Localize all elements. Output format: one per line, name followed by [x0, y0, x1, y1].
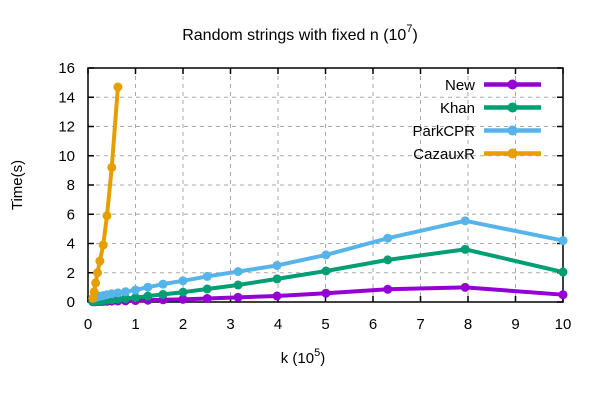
y-axis-label: Time(s) [9, 160, 26, 210]
y-tick-label: 12 [58, 119, 75, 136]
data-point-ParkCPR [272, 260, 282, 270]
y-tick-label: 14 [58, 89, 75, 106]
data-point-ParkCPR [233, 267, 243, 277]
legend-marker-sample [507, 125, 518, 136]
data-point-Khan [202, 284, 212, 294]
data-point-ParkCPR [121, 287, 131, 297]
x-tick-label: 6 [369, 316, 377, 333]
legend-item-New: New [445, 77, 541, 94]
x-tick-label: 5 [321, 316, 329, 333]
data-point-ParkCPR [178, 276, 188, 286]
data-point-CazauxR [113, 82, 123, 92]
data-point-New [558, 290, 568, 300]
y-tick-label: 6 [67, 206, 75, 223]
data-point-CazauxR [107, 162, 117, 172]
data-point-ParkCPR [321, 250, 331, 260]
data-point-New [202, 293, 212, 303]
data-point-New [460, 282, 470, 292]
data-point-Khan [178, 287, 188, 297]
y-tick-label: 4 [67, 236, 75, 253]
data-point-Khan [131, 293, 140, 303]
data-point-New [233, 292, 243, 302]
data-point-CazauxR [89, 287, 99, 297]
x-tick-label: 4 [274, 316, 282, 333]
data-point-Khan [460, 244, 470, 254]
x-tick-label: 2 [179, 316, 187, 333]
data-point-Khan [321, 266, 331, 276]
x-tick-label: 7 [416, 316, 424, 333]
y-tick-label: 16 [58, 60, 75, 77]
x-tick-label: 0 [84, 316, 92, 333]
data-point-ParkCPR [131, 285, 140, 295]
data-point-ParkCPR [383, 233, 393, 243]
y-tick-label: 0 [67, 294, 75, 311]
legend-label: ParkCPR [412, 123, 475, 140]
data-point-Khan [143, 291, 153, 301]
data-point-New [321, 288, 331, 298]
y-tick-label: 2 [67, 265, 75, 282]
chart-title: Random strings with fixed n (107) [182, 23, 418, 44]
x-tick-label: 3 [226, 316, 234, 333]
legend-label: Khan [440, 100, 475, 117]
legend: New Khan ParkCPR CazauxR [412, 77, 541, 163]
data-point-ParkCPR [558, 236, 568, 246]
x-axis-label: k (105) [281, 347, 325, 367]
legend-item-ParkCPR: ParkCPR [412, 123, 541, 140]
legend-marker-sample [507, 148, 518, 159]
data-point-ParkCPR [202, 271, 212, 281]
data-point-Khan [113, 294, 123, 304]
y-tick-label: 10 [58, 148, 75, 165]
data-point-CazauxR [91, 278, 101, 288]
data-point-CazauxR [98, 240, 108, 250]
series-line-CazauxR [90, 85, 120, 301]
legend-item-CazauxR: CazauxR [413, 146, 541, 163]
data-point-New [272, 291, 282, 301]
series-CazauxR [88, 82, 123, 303]
data-point-Khan [272, 274, 282, 284]
plot-border [87, 67, 564, 303]
x-tick-label: 8 [464, 316, 472, 333]
data-point-ParkCPR [460, 216, 470, 226]
legend-marker-sample [507, 79, 518, 90]
legend-marker-sample [507, 102, 518, 113]
data-point-CazauxR [95, 256, 105, 266]
x-tick-label: 1 [131, 316, 139, 333]
data-point-CazauxR [102, 211, 112, 221]
legend-item-Khan: Khan [440, 100, 541, 117]
legend-label: New [445, 77, 475, 94]
data-point-Khan [383, 255, 393, 265]
data-point-Khan [158, 289, 168, 299]
data-point-ParkCPR [143, 282, 153, 292]
data-point-Khan [558, 267, 568, 277]
y-tick-label: 8 [67, 177, 75, 194]
data-point-CazauxR [93, 268, 102, 278]
x-tick-label: 10 [555, 316, 572, 333]
data-point-ParkCPR [113, 288, 123, 298]
data-point-ParkCPR [158, 279, 168, 289]
data-point-New [383, 284, 393, 294]
x-tick-label: 9 [511, 316, 519, 333]
legend-label: CazauxR [413, 146, 475, 163]
data-point-New [178, 294, 188, 304]
data-point-Khan [233, 280, 243, 290]
data-point-Khan [121, 293, 131, 303]
